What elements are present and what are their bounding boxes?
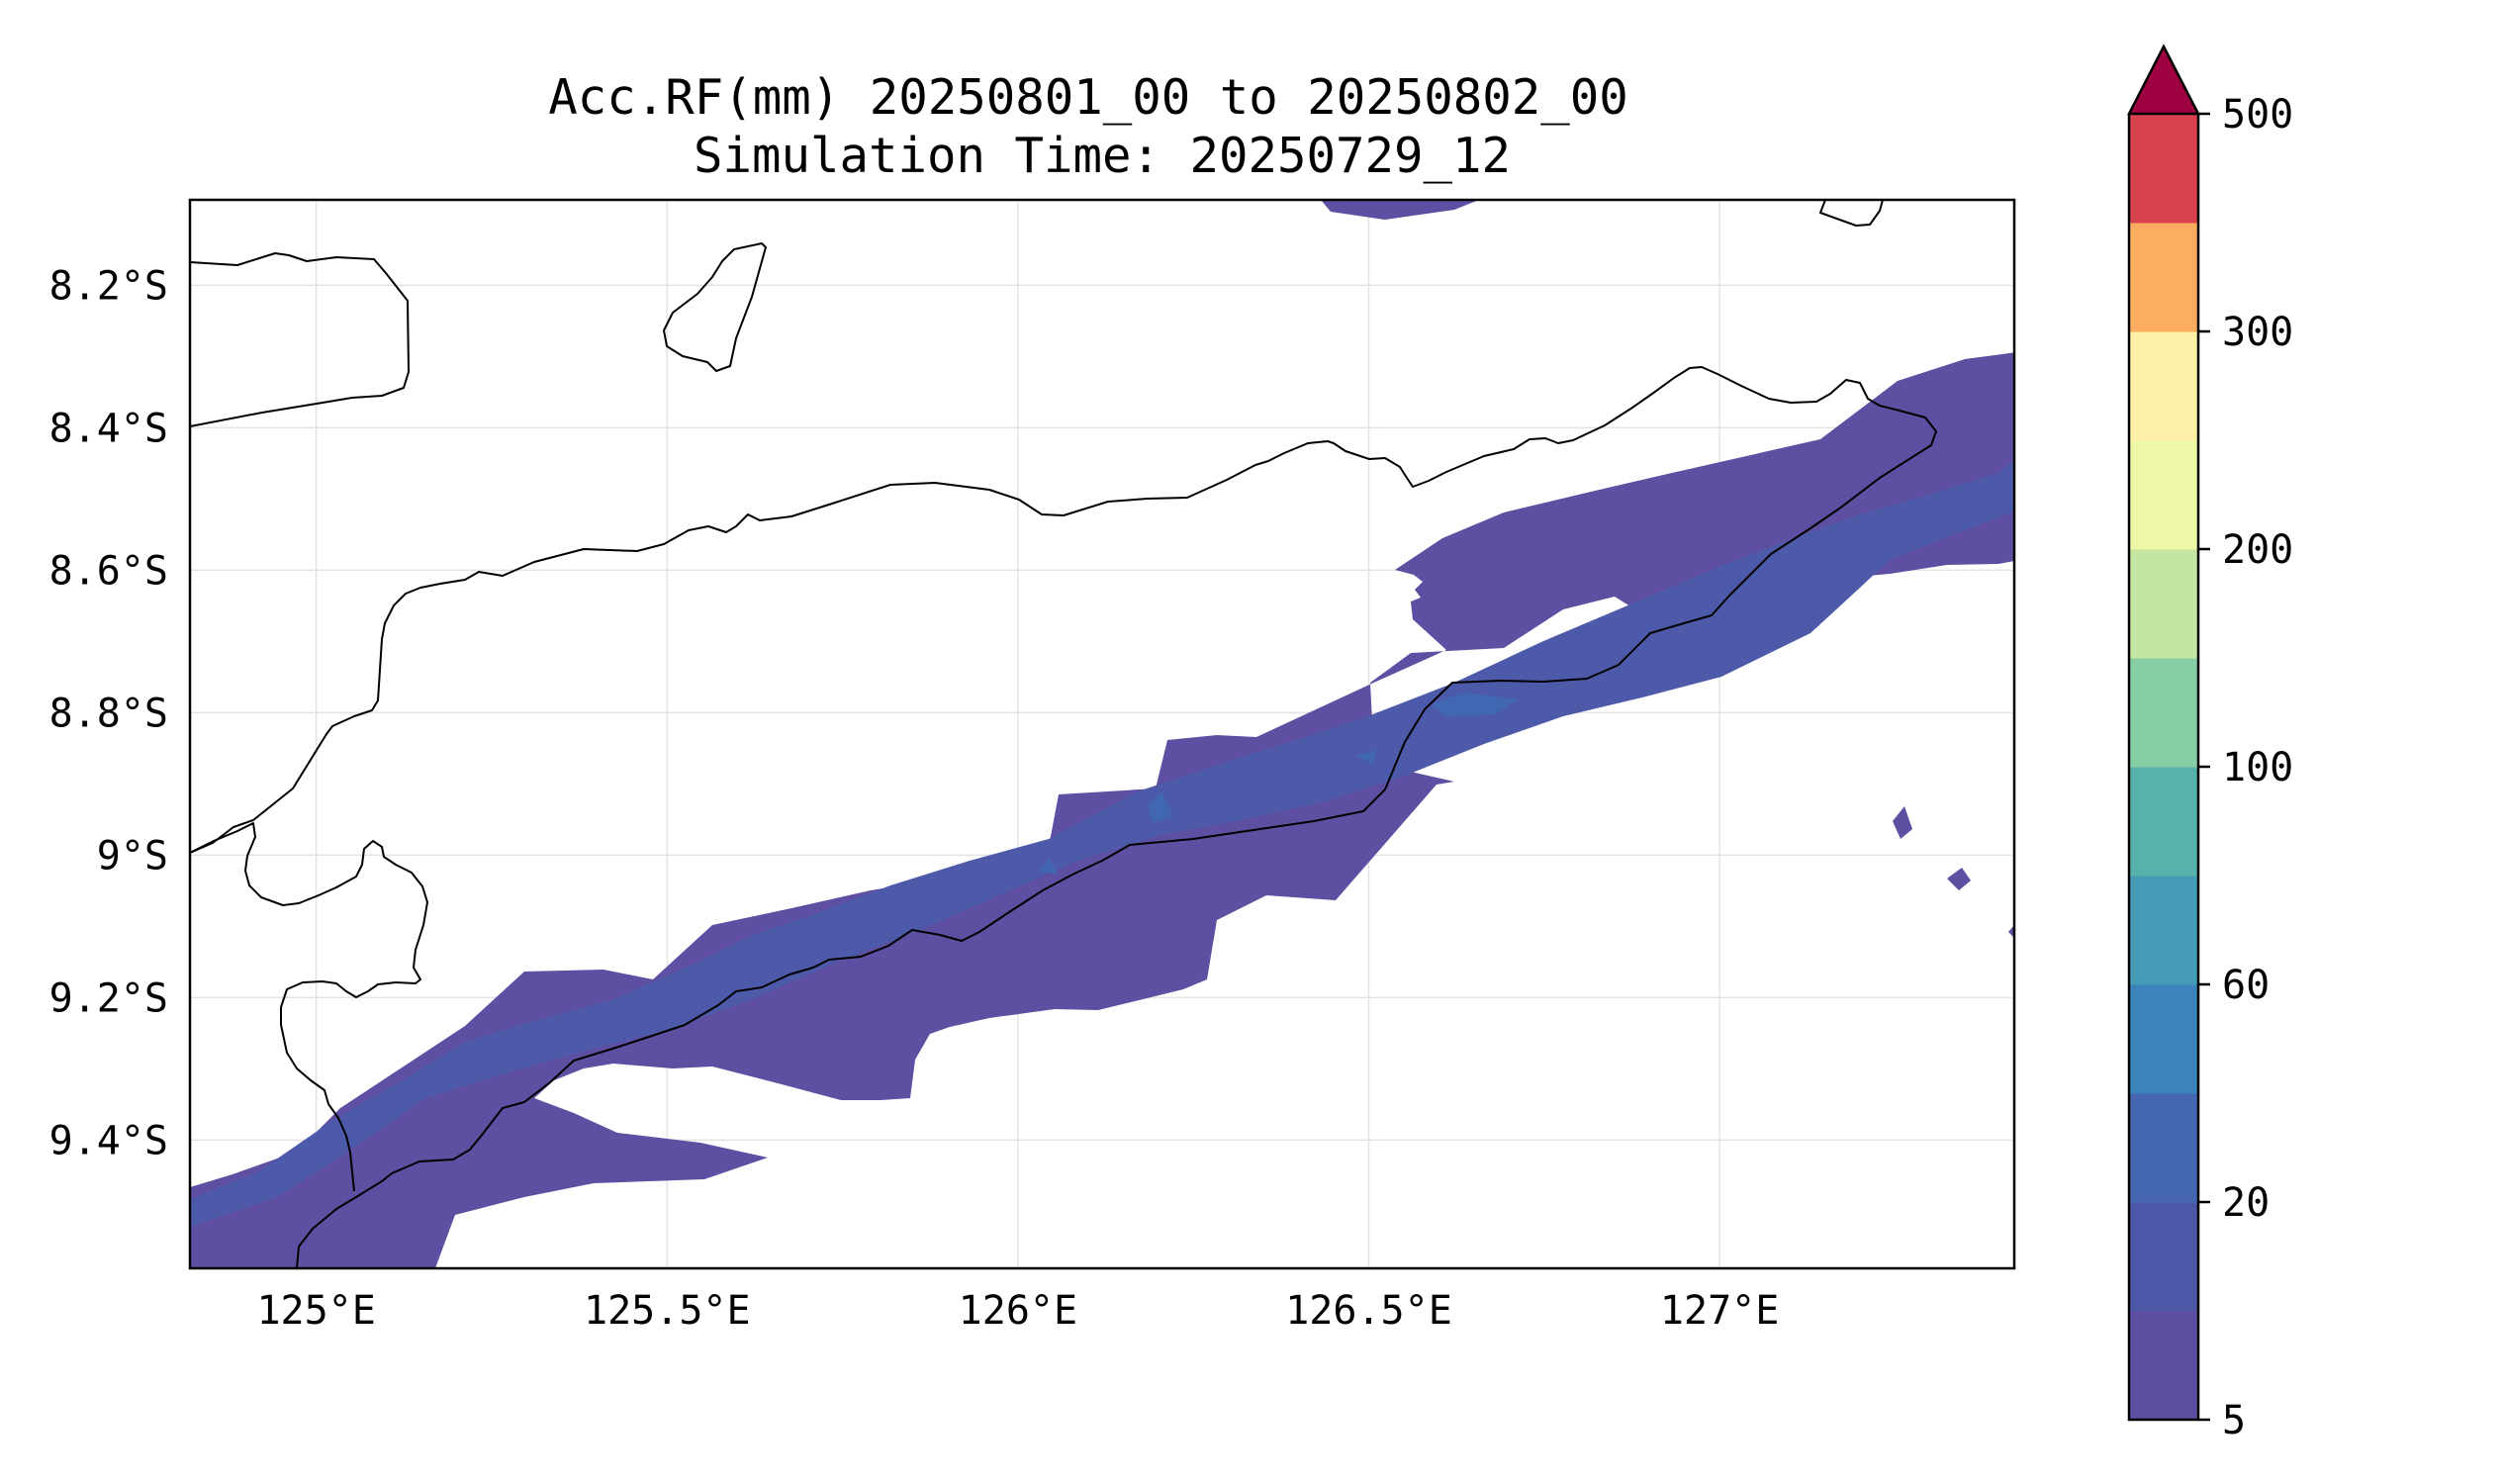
- rainfall-spot-20mm: [1355, 750, 1377, 764]
- rainfall-patch-east-2: [1947, 868, 1971, 890]
- colorbar-tick-label: 20: [2222, 1180, 2270, 1226]
- colorbar-level: [2129, 876, 2198, 985]
- rainfall-area-5-10mm: [190, 352, 2014, 1268]
- lon-tick-label: 125.5°E: [584, 1288, 751, 1334]
- lon-tick-label: 127°E: [1660, 1288, 1779, 1334]
- colorbar-level: [2129, 984, 2198, 1094]
- rainfall-contours: [190, 200, 2014, 1268]
- coastline-north-island: [190, 252, 410, 427]
- lon-tick-label: 125°E: [256, 1288, 375, 1334]
- lat-tick-label: 9°S: [97, 833, 168, 879]
- rainfall-spot-20mm: [1039, 859, 1059, 875]
- colorbar-tick-label: 60: [2222, 963, 2270, 1008]
- colorbar-level: [2129, 549, 2198, 659]
- lat-tick-label: 9.2°S: [49, 975, 168, 1021]
- colorbar-extend-arrow: [2126, 44, 2201, 116]
- longitude-axis: 125°E 125.5°E 126°E 126.5°E 127°E: [256, 1288, 1779, 1334]
- lat-tick-label: 8.6°S: [49, 548, 168, 594]
- colorbar-level: [2129, 223, 2198, 332]
- colorbar-tick-label: 300: [2222, 310, 2293, 355]
- coastline-timor-north: [190, 366, 1937, 1268]
- map-frame: [188, 198, 2016, 1270]
- colorbar: 5 20 60 100 200 300 500: [2126, 44, 2293, 1443]
- rainfall-patch-east-1: [1893, 806, 1912, 839]
- coastline-timor-south: [190, 822, 428, 1192]
- colorbar-tick-label: 5: [2222, 1398, 2246, 1443]
- rainfall-area-10-20mm: [190, 459, 2014, 1227]
- colorbar-level: [2129, 1202, 2198, 1312]
- lon-tick-label: 126.5°E: [1285, 1288, 1452, 1334]
- coastline-small-island: [663, 242, 767, 372]
- rainfall-patch-east-3: [2008, 925, 2014, 938]
- colorbar-level: [2129, 1093, 2198, 1203]
- colorbar-level: [2129, 1311, 2198, 1421]
- colorbar-level: [2129, 767, 2198, 877]
- chart-title-line2: Simulation Time: 20250729_12: [694, 128, 1511, 184]
- colorbar-levels: [2129, 114, 2198, 1421]
- lat-tick-label: 9.4°S: [49, 1118, 168, 1163]
- coastlines: [190, 200, 1937, 1268]
- rainfall-patch-top: [1321, 200, 1479, 220]
- colorbar-tick-label: 100: [2222, 745, 2293, 790]
- colorbar-level: [2129, 114, 2198, 224]
- rainfall-spot-20mm: [1432, 693, 1518, 717]
- lat-tick-label: 8.2°S: [49, 263, 168, 309]
- latitude-axis: 8.2°S 8.4°S 8.6°S 8.8°S 9°S 9.2°S 9.4°S: [49, 263, 168, 1163]
- map-panel: 125°E 125.5°E 126°E 126.5°E 127°E 8.2°S 8.4°S…: [49, 198, 2016, 1334]
- lat-tick-label: 8.8°S: [49, 691, 168, 736]
- colorbar-tick-label: 500: [2222, 92, 2293, 138]
- colorbar-tick-label: 200: [2222, 527, 2293, 573]
- lat-tick-label: 8.4°S: [49, 406, 168, 451]
- coastline-top-right: [1819, 200, 1884, 227]
- lon-tick-label: 126°E: [959, 1288, 1077, 1334]
- colorbar-level: [2129, 331, 2198, 441]
- colorbar-ticks: 5 20 60 100 200 300 500: [2198, 92, 2293, 1443]
- colorbar-level: [2129, 440, 2198, 550]
- colorbar-level: [2129, 658, 2198, 768]
- rainfall-spot-20mm: [1148, 791, 1173, 823]
- chart-title-line1: Acc.RF(mm) 20250801_00 to 20250802_00: [548, 69, 1628, 126]
